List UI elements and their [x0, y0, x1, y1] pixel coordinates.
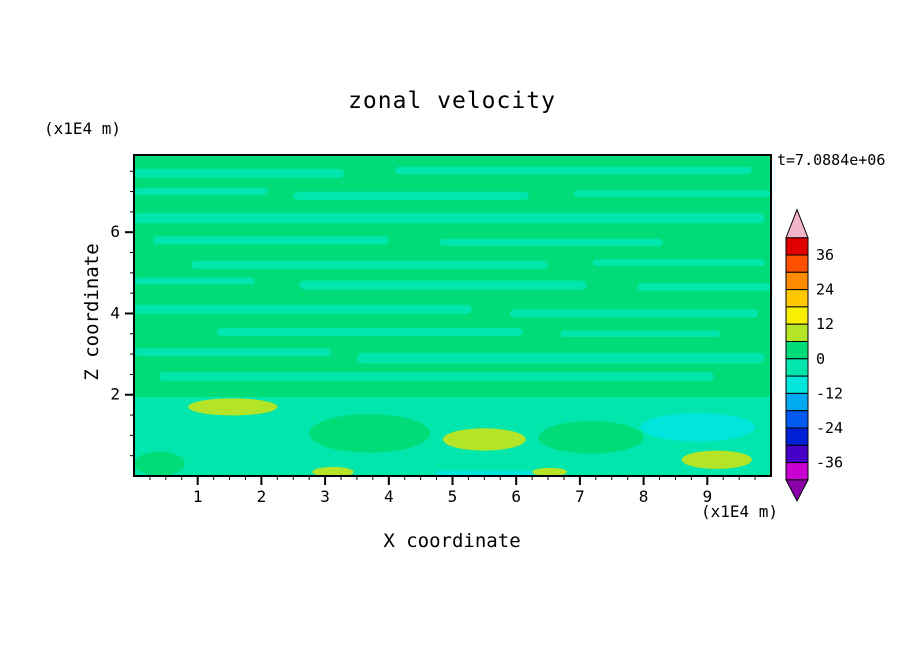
timestamp-label: t=7.0884e+06	[777, 151, 886, 169]
axis-ticks	[125, 170, 756, 485]
colorbar-band	[785, 462, 809, 481]
y-tick-label: 6	[110, 222, 120, 241]
colorbar-tick-label: 0	[816, 350, 825, 368]
colorbar-band	[785, 341, 809, 360]
colorbar-under-arrow	[785, 479, 809, 502]
chart-title: zonal velocity	[348, 88, 556, 114]
y-axis-title: Z coordinate	[81, 243, 103, 381]
x-tick-label: 5	[448, 487, 458, 506]
colorbar-band	[785, 375, 809, 394]
colorbar: 36 24 12 0 -12 -24 -36	[785, 208, 843, 502]
colorbar-band	[785, 323, 809, 343]
colorbar-band	[785, 271, 809, 291]
x-axis-title: X coordinate	[383, 530, 521, 552]
colorbar-band	[785, 410, 809, 429]
colorbar-over-arrow	[785, 208, 809, 239]
colorbar-tick-label: -12	[816, 384, 843, 402]
colorbar-tick-label: 36	[816, 246, 834, 264]
x-tick-label: 1	[193, 487, 203, 506]
x-axis-unit-label: (x1E4 m)	[700, 502, 778, 521]
colorbar-band	[785, 392, 809, 412]
y-tick-label: 2	[110, 385, 120, 404]
colorbar-band	[785, 427, 809, 446]
colorbar-tick-label: 24	[816, 281, 834, 299]
colorbar-tick-label: -24	[816, 419, 843, 437]
y-axis-unit-label: (x1E4 m)	[44, 119, 122, 138]
colorbar-tick-label: 12	[816, 315, 834, 333]
x-tick-label: 9	[702, 487, 712, 506]
y-tick-label: 4	[110, 303, 120, 322]
x-tick-label: 2	[257, 487, 267, 506]
colorbar-band	[785, 444, 809, 464]
colorbar-tick-label: -36	[816, 454, 843, 472]
contour-field	[134, 155, 771, 476]
x-tick-label: 3	[320, 487, 330, 506]
colorbar-band	[785, 254, 809, 273]
x-tick-label: 8	[639, 487, 649, 506]
x-tick-label: 4	[384, 487, 394, 506]
colorbar-band	[785, 237, 809, 256]
colorbar-band	[785, 358, 809, 377]
colorbar-band	[785, 306, 809, 325]
x-tick-label: 7	[575, 487, 585, 506]
x-tick-label: 6	[511, 487, 521, 506]
colorbar-band	[785, 289, 809, 308]
axis-tick-labels: 1 2 3 4 5 6 7 8 9 2 4 6	[110, 222, 712, 506]
